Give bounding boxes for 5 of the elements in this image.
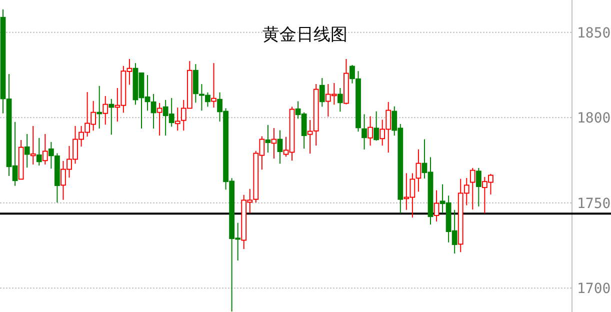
y-tick-label: 1800 [577, 110, 611, 127]
y-tick-label: 1750 [577, 196, 611, 212]
text: 黄金日线图 [262, 25, 348, 45]
y-tick-label: 1700 [577, 281, 611, 298]
y-tick-label: 1850 [577, 25, 611, 42]
